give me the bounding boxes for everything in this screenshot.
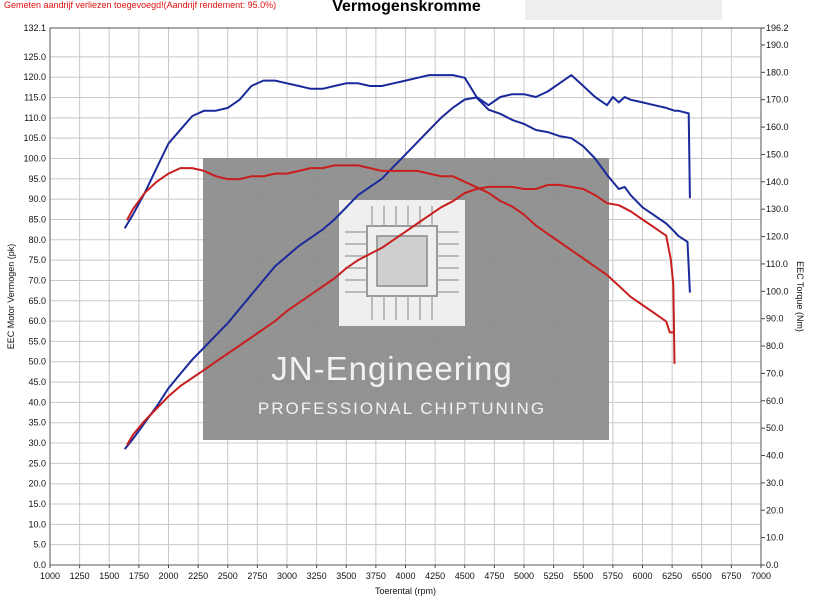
y-left-tick-label: 80.0 [28,235,46,245]
y-right-tick-label: 170.0 [766,95,789,105]
y-left-tick-label: 125.0 [23,52,46,62]
x-tick-label: 5750 [603,571,623,581]
x-tick-label: 7000 [751,571,771,581]
y-right-tick-label: 140.0 [766,177,789,187]
y-right-tick-label: 190.0 [766,40,789,50]
x-tick-label: 5500 [573,571,593,581]
title-highlight [525,0,722,20]
x-tick-label: 3250 [307,571,327,581]
y-left-tick-label: 75.0 [28,255,46,265]
x-tick-label: 2750 [247,571,267,581]
y-right-tick-label: 0.0 [766,560,779,570]
y-left-tick-label: 120.0 [23,72,46,82]
y-right-tick-label: 160.0 [766,122,789,132]
y-right-tick-label: 100.0 [766,286,789,296]
chip-core [376,235,428,287]
y-right-tick-labels: 0.0 10.0 20.0 30.0 40.0 50.0 60.0 70.0 80.0 90.0 1… [766,23,789,570]
y-left-tick-label: 100.0 [23,153,46,163]
y-left-tick-label: 65.0 [28,296,46,306]
series-line-torque-stock [126,164,674,334]
y-right-tick-label: 90.0 [766,314,784,324]
x-tick-label: 4750 [484,571,504,581]
y-left-tick-label: 105.0 [23,133,46,143]
x-tick-label: 1250 [70,571,90,581]
x-tick-label: 5000 [514,571,534,581]
y-left-tick-label: 85.0 [28,214,46,224]
series-lines [123,74,691,450]
x-axis-label: Toerental (rpm) [375,586,436,596]
x-tick-label: 2500 [218,571,238,581]
y-right-tick-label: 130.0 [766,204,789,214]
x-tick-label: 1750 [129,571,149,581]
y-right-tick-label: 120.0 [766,232,789,242]
y-left-tick-label: 60.0 [28,316,46,326]
y-right-tick-label: 60.0 [766,396,784,406]
y-left-axis-label: EEC Motor Vermogen (pk) [6,244,16,350]
x-tick-label: 4000 [395,571,415,581]
x-tick-labels: 1000 1250 1500 1750 2000 2250 2500 2750 3000 3250… [40,571,771,581]
y-right-tick-label: 70.0 [766,368,784,378]
y-left-tick-label: 15.0 [28,499,46,509]
y-left-tick-label: 10.0 [28,519,46,529]
y-left-tick-label: 5.0 [33,540,46,550]
plot-frame [49,27,762,566]
y-right-tick-label: 10.0 [766,533,784,543]
chip-outer [366,225,438,297]
y-left-tick-label: 115.0 [24,93,46,103]
x-tick-label: 6000 [632,571,652,581]
y-right-tick-label: 50.0 [766,423,784,433]
x-tick-label: 3500 [336,571,356,581]
y-right-tick-label: 80.0 [766,341,784,351]
x-tick-label: 1000 [40,571,60,581]
watermark: JN-Engineering PROFESSIONAL CHIPTUNING [203,158,609,440]
x-tick-label: 4250 [425,571,445,581]
x-tick-label: 5250 [544,571,564,581]
y-left-tick-label: 0.0 [33,560,46,570]
drivetrain-loss-notice: Gemeten aandrijf verliezen toegevoegd!(A… [4,0,277,10]
y-right-tick-label: 150.0 [766,149,789,159]
watermark-tagline: PROFESSIONAL CHIPTUNING [258,399,546,418]
x-tick-label: 3750 [366,571,386,581]
x-tick-label: 3000 [277,571,297,581]
y-left-tick-label: 90.0 [28,194,46,204]
y-right-tick-label: 196.2 [766,23,789,33]
y-left-tick-label: 20.0 [28,479,46,489]
chart-title: Vermogenskromme [332,0,481,15]
y-left-tick-label: 132.1 [23,23,46,33]
chip-logo-icon [339,200,465,326]
y-left-tick-label: 30.0 [28,438,46,448]
y-left-tick-label: 70.0 [28,275,46,285]
x-tick-label: 6500 [692,571,712,581]
x-tick-label: 1500 [99,571,119,581]
y-left-tick-labels: 0.0 5.0 10.0 15.0 20.0 25.0 30.0 35.0 40.0 45.0 50… [23,23,46,570]
y-left-tick-label: 40.0 [28,397,46,407]
y-right-tick-label: 40.0 [766,451,784,461]
y-left-tick-label: 110.0 [24,113,46,123]
y-right-tick-label: 180.0 [766,67,789,77]
y-left-tick-label: 50.0 [28,357,46,367]
series-line-power-tuned [123,96,691,450]
y-right-axis-label: EEC Torque (Nm) [795,261,805,332]
y-right-tick-label: 30.0 [766,478,784,488]
y-left-tick-label: 95.0 [28,174,46,184]
x-tick-label: 2000 [158,571,178,581]
x-tick-label: 6750 [721,571,741,581]
y-right-tick-label: 110.0 [766,259,788,269]
series-line-power-stock [126,183,676,446]
y-right-tick-label: 20.0 [766,505,784,515]
y-left-tick-label: 35.0 [28,418,46,428]
y-left-tick-label: 45.0 [28,377,46,387]
y-left-tick-label: 55.0 [28,336,46,346]
x-tick-label: 6250 [662,571,682,581]
y-left-tick-label: 25.0 [28,458,46,468]
series-line-torque-tuned [123,74,691,229]
x-tick-label: 2250 [188,571,208,581]
watermark-name: JN-Engineering [271,350,512,387]
x-tick-label: 4500 [455,571,475,581]
